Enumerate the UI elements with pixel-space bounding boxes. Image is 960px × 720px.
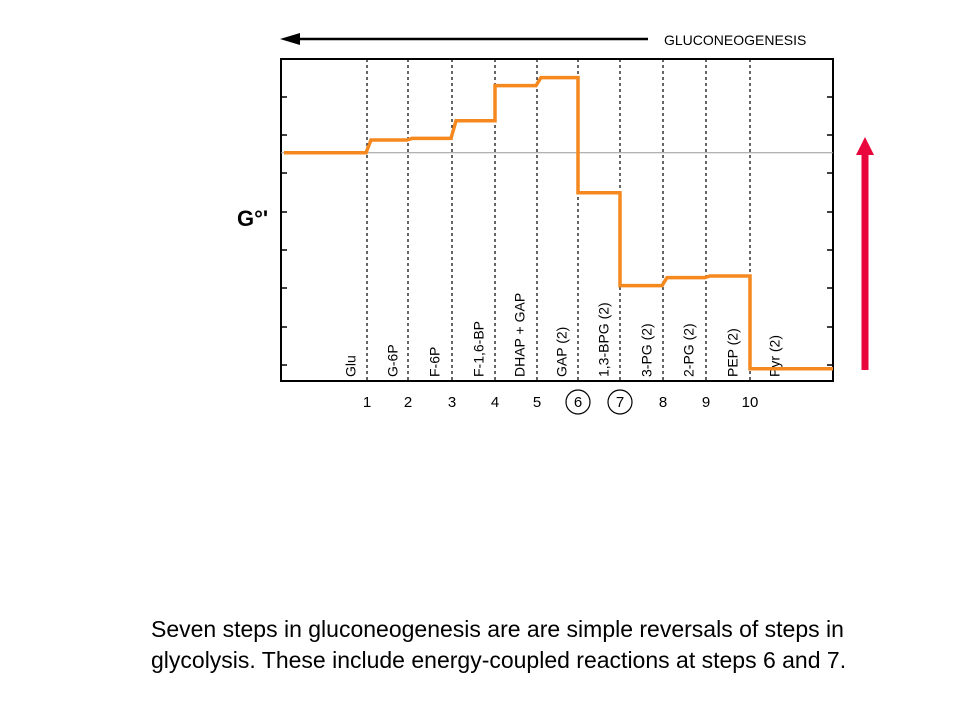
species-label: G-6P [385,344,401,377]
caption-line-1: Seven steps in gluconeogenesis are are s… [151,616,844,642]
step-number: 10 [742,394,759,411]
plot-frame [280,58,834,382]
species-label: GAP (2) [554,327,570,377]
species-label: Glu [343,355,359,377]
free-energy-path [284,75,833,371]
step-number: 1 [363,394,371,411]
step-number: 9 [702,394,710,411]
species-label: 2-PG (2) [681,323,697,377]
step-number: 2 [404,394,412,411]
step-number: 3 [448,394,456,411]
step-labels: 1 2 3 4 5 6 7 8 9 10 [363,389,759,415]
caption-line-2: glycolysis. These include energy-coupled… [151,647,847,673]
step-number: 4 [491,394,499,411]
species-label: F-1,6-BP [471,321,487,377]
species-labels: Glu G-6P F-6P F-1,6-BP DHAP + GAP GAP (2) 1,3-… [343,293,783,377]
caption: Seven steps in gluconeogenesis are are s… [151,614,941,676]
species-label: 3-PG (2) [639,323,655,377]
step-number: 7 [616,394,624,411]
species-label: Pyr (2) [767,335,783,377]
step-circle [565,389,591,415]
step-circle [607,389,633,415]
direction-label: GLUCONEOGENESIS [664,32,806,48]
species-label: F-6P [427,347,443,377]
species-label: PEP (2) [725,328,741,377]
step-number: 8 [659,394,667,411]
energy-increase-arrow [856,137,874,370]
step-number: 6 [574,394,582,411]
direction-arrowhead [280,33,300,45]
species-label: DHAP + GAP [512,293,528,377]
y-axis-ticks [281,96,833,366]
step-number: 5 [533,394,541,411]
y-axis-label: G°' [237,206,268,231]
species-label: 1,3-BPG (2) [596,302,612,377]
